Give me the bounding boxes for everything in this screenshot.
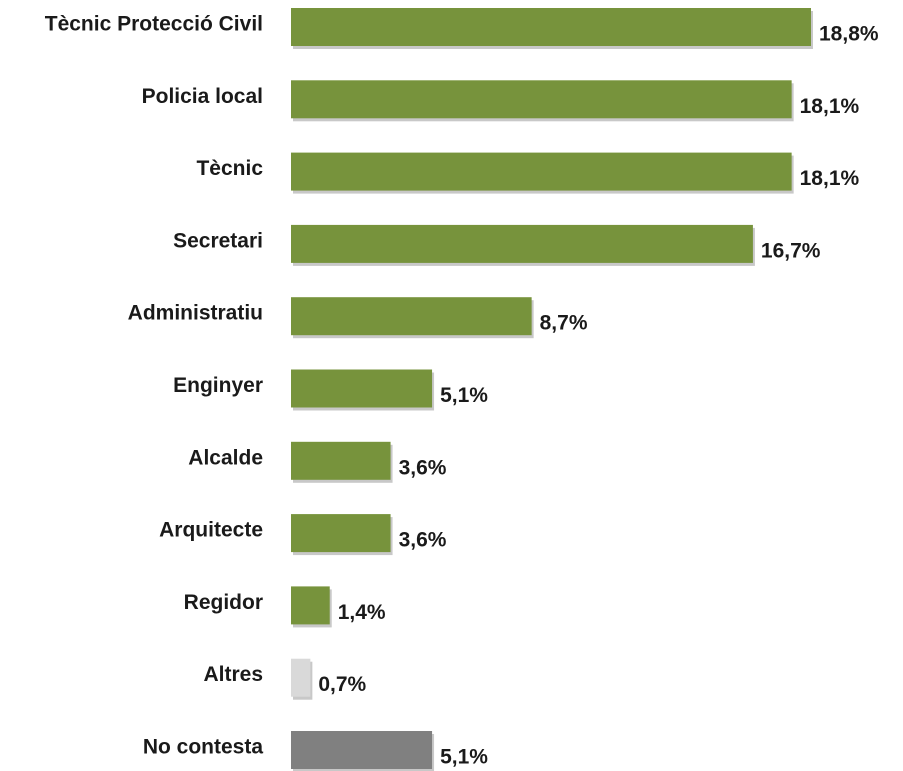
value-label: 5,1% bbox=[440, 746, 488, 769]
value-label: 8,7% bbox=[540, 312, 588, 335]
value-label: 5,1% bbox=[440, 384, 488, 407]
value-label: 0,7% bbox=[318, 673, 366, 696]
bar bbox=[291, 658, 311, 697]
value-label: 3,6% bbox=[399, 529, 447, 552]
category-label: Secretari bbox=[173, 229, 263, 252]
bar bbox=[291, 297, 532, 336]
bar bbox=[291, 224, 753, 263]
category-label: Altres bbox=[203, 663, 263, 686]
value-label: 1,4% bbox=[338, 601, 386, 624]
bar bbox=[291, 152, 792, 191]
bar bbox=[291, 441, 391, 480]
bar bbox=[291, 514, 391, 553]
bar bbox=[291, 731, 433, 769]
category-label: Arquitecte bbox=[159, 519, 263, 542]
category-label: Administratiu bbox=[128, 302, 263, 325]
category-label: No contesta bbox=[143, 736, 264, 759]
value-label: 16,7% bbox=[761, 239, 821, 262]
value-label: 18,8% bbox=[819, 23, 879, 46]
category-label: Regidor bbox=[184, 591, 263, 614]
category-label: Alcalde bbox=[188, 446, 263, 469]
bar bbox=[291, 369, 433, 408]
category-label: Policia local bbox=[142, 85, 263, 108]
value-label: 18,1% bbox=[800, 167, 860, 190]
category-label: Tècnic bbox=[196, 157, 263, 180]
value-label: 3,6% bbox=[399, 456, 447, 479]
category-label: Tècnic Protecció Civil bbox=[45, 13, 263, 36]
value-label: 18,1% bbox=[800, 95, 860, 118]
bar bbox=[291, 8, 811, 46]
category-label: Enginyer bbox=[173, 374, 263, 397]
bar bbox=[291, 80, 792, 119]
bar bbox=[291, 586, 330, 625]
